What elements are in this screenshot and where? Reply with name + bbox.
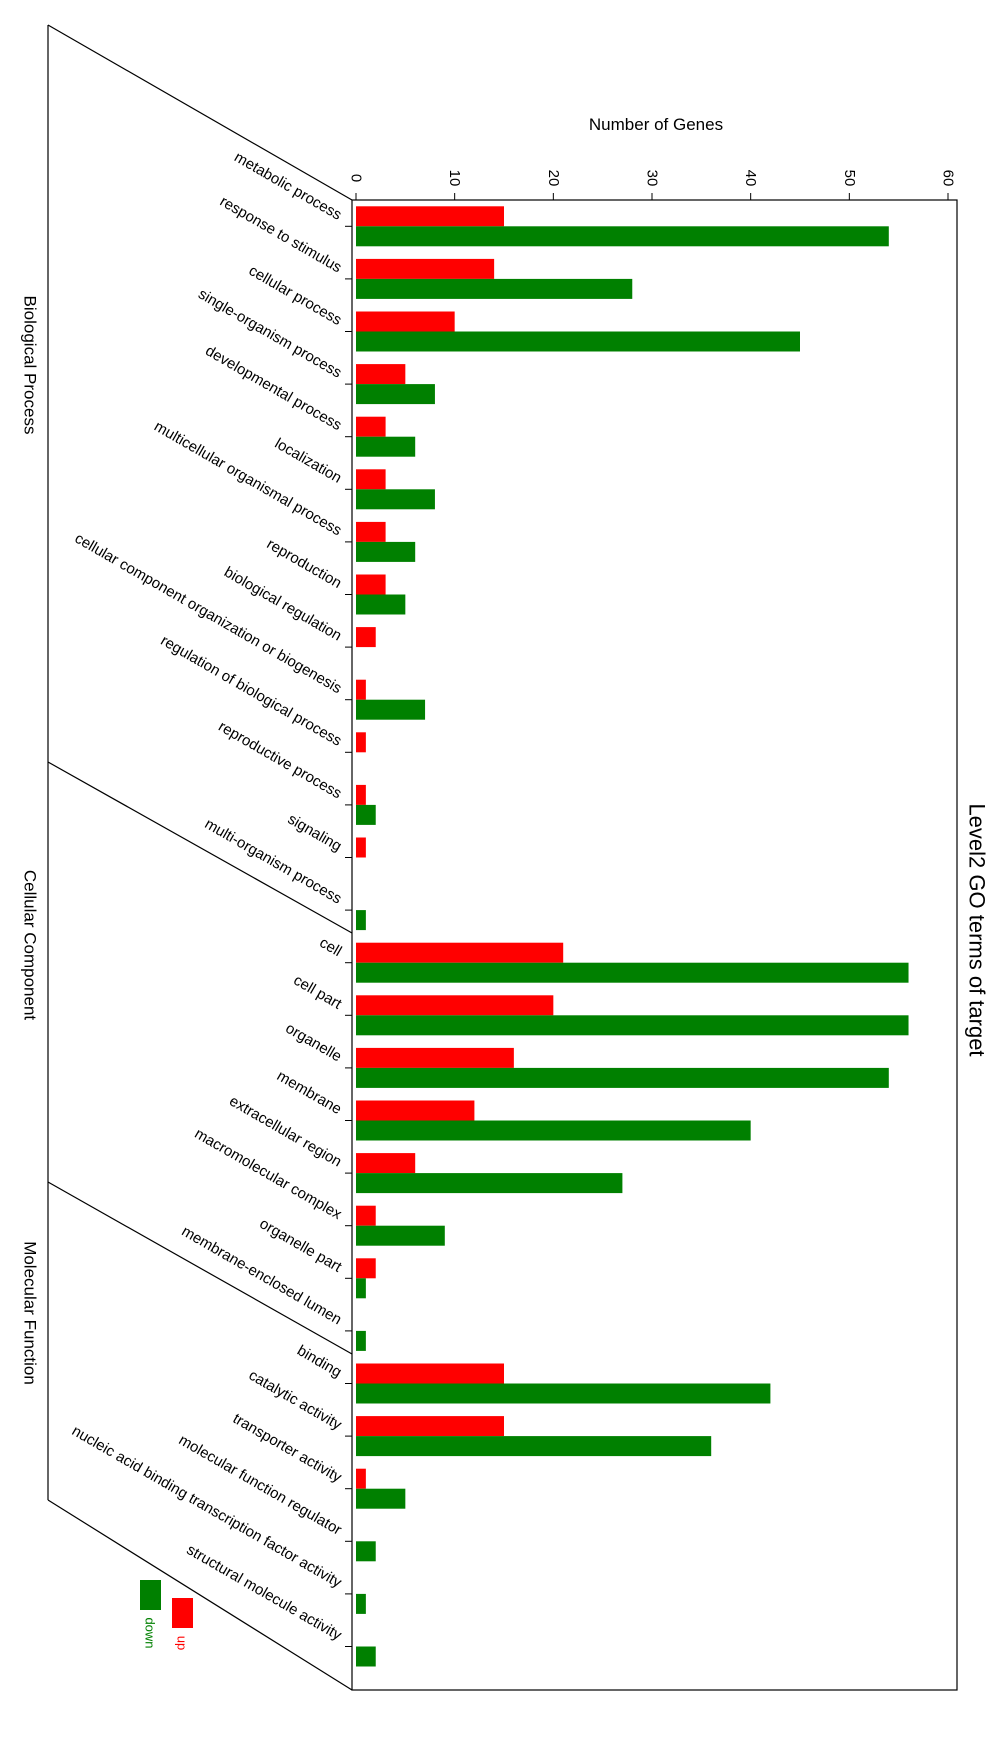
category-label: reproduction	[264, 536, 345, 592]
bar-up-15	[356, 942, 564, 963]
bar-down-5	[356, 436, 416, 457]
category-label: signaling	[285, 811, 345, 855]
category-label: structural molecule activity	[184, 1541, 345, 1644]
plot-layer: 0 10 20 30 40 50 60 Number of Genes Level2 GO te…	[21, 24, 990, 1691]
category-label: organelle part	[257, 1215, 346, 1276]
bar-up-1	[356, 206, 504, 227]
category-label: cell	[317, 934, 345, 960]
bar-down-19	[356, 1173, 623, 1194]
bar-down-14	[356, 910, 366, 931]
bar-up-8	[356, 574, 386, 595]
plot-frame	[351, 199, 958, 1691]
bar-up-13	[356, 837, 366, 858]
x-tick-label: 60	[940, 170, 957, 187]
bar-down-4	[356, 384, 435, 405]
legend-label-up: up	[175, 1636, 190, 1650]
bar-up-4	[356, 364, 406, 385]
bar-down-25	[356, 1488, 406, 1509]
bar-up-11	[356, 732, 366, 753]
bar-down-1	[356, 226, 889, 247]
category-label: regulation of biological process	[158, 632, 345, 750]
bar-up-17	[356, 1047, 514, 1068]
bar-down-6	[356, 489, 435, 510]
group-separator-3	[47, 1499, 353, 1691]
bar-up-6	[356, 469, 386, 490]
bar-up-2	[356, 258, 495, 279]
category-label: molecular function regulator	[176, 1431, 345, 1538]
x-tick-label: 40	[742, 170, 759, 187]
legend-swatch-up	[172, 1598, 193, 1628]
bar-up-5	[356, 416, 386, 437]
x-tick-label: 20	[545, 170, 562, 187]
category-label: organelle	[283, 1020, 345, 1066]
bar-down-21	[356, 1278, 366, 1299]
category-label: cell part	[291, 972, 346, 1013]
group-label-2: Cellular Component	[21, 870, 40, 1021]
group-label-3: Molecular Function	[21, 1241, 40, 1385]
bar-up-20	[356, 1205, 376, 1226]
bar-down-10	[356, 699, 426, 720]
bar-down-28	[356, 1646, 376, 1667]
x-tick-label: 0	[348, 174, 365, 182]
category-label: single-organism process	[195, 286, 344, 382]
legend-swatch-down	[140, 1580, 161, 1610]
bar-up-16	[356, 995, 554, 1016]
bar-down-2	[356, 278, 633, 299]
bar-up-3	[356, 311, 455, 332]
category-label: membrane	[274, 1067, 345, 1118]
group-separator-2	[47, 1181, 353, 1355]
legend-label-down: down	[143, 1617, 158, 1648]
bar-down-8	[356, 594, 406, 615]
bar-up-12	[356, 784, 366, 805]
bar-down-18	[356, 1120, 751, 1141]
bar-up-23	[356, 1363, 504, 1384]
bar-down-17	[356, 1067, 889, 1088]
bar-up-25	[356, 1468, 366, 1489]
category-label: binding	[294, 1342, 344, 1381]
bar-down-15	[356, 962, 909, 983]
category-label: macromolecular complex	[192, 1125, 345, 1223]
bar-down-23	[356, 1383, 771, 1404]
bar-down-7	[356, 541, 416, 562]
x-tick-label: 30	[644, 170, 661, 187]
bar-down-20	[356, 1225, 445, 1246]
group-separator-1	[47, 761, 353, 934]
bar-up-21	[356, 1258, 376, 1279]
category-label: membrane-enclosed lumen	[179, 1223, 345, 1329]
bar-down-3	[356, 331, 800, 352]
bar-up-7	[356, 521, 386, 542]
bar-down-16	[356, 1015, 909, 1036]
category-label: multicellular organismal process	[151, 418, 344, 539]
category-label: localization	[272, 435, 345, 487]
group-separator-0	[47, 24, 353, 201]
y-axis-title: Number of Genes	[589, 115, 723, 134]
bar-up-9	[356, 627, 376, 648]
bar-down-27	[356, 1593, 366, 1614]
bar-down-24	[356, 1436, 712, 1457]
x-tick-label: 10	[446, 170, 463, 187]
bar-down-12	[356, 804, 376, 825]
bar-up-19	[356, 1153, 416, 1174]
bar-down-26	[356, 1541, 376, 1562]
x-tick-label: 50	[841, 170, 858, 187]
bar-down-22	[356, 1330, 366, 1351]
chart-title: Level2 GO terms of target	[965, 803, 990, 1056]
group-label-1: Biological Process	[21, 296, 40, 435]
bar-up-18	[356, 1100, 475, 1121]
bar-up-24	[356, 1416, 504, 1437]
bar-up-10	[356, 679, 366, 700]
